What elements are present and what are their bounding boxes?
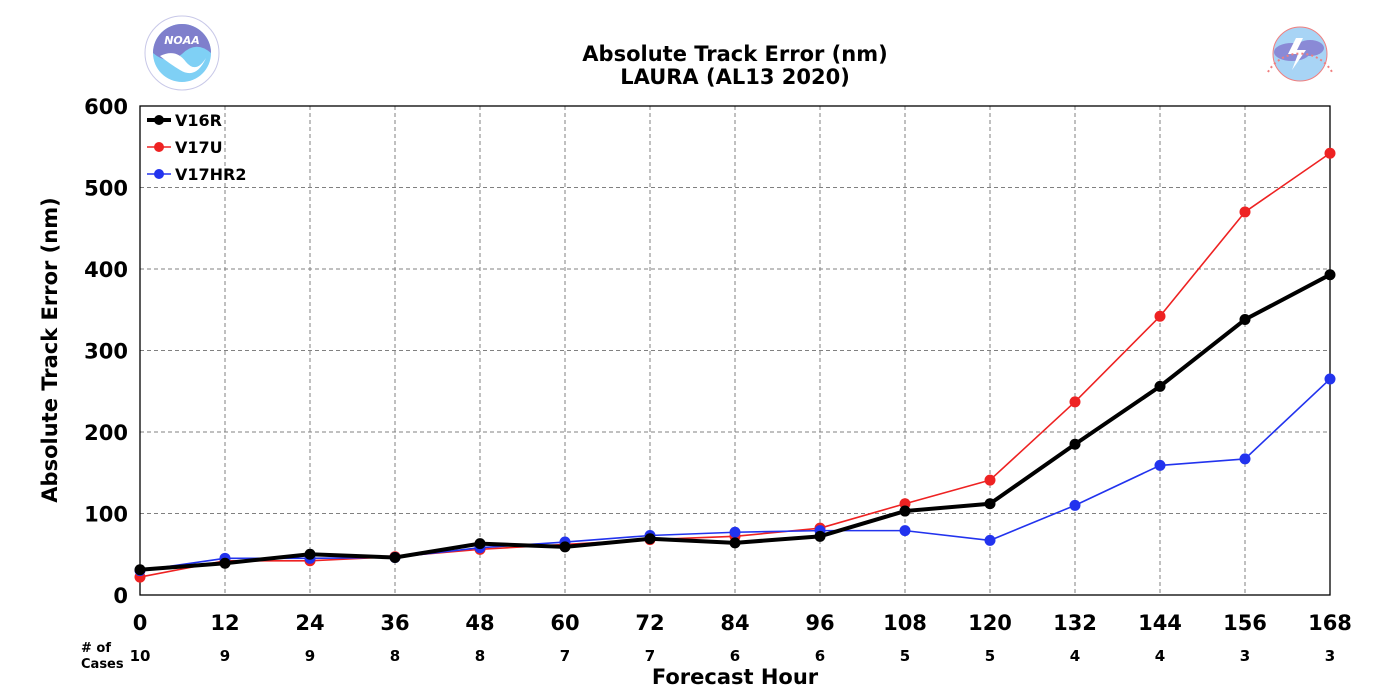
- data-point-v16r: [559, 541, 571, 553]
- data-point-v17hr2: [1069, 499, 1081, 511]
- x-tick-label: 168: [1308, 611, 1352, 635]
- chart-subtitle: LAURA (AL13 2020): [620, 65, 850, 89]
- legend-label-v16r: V16R: [175, 111, 222, 130]
- legend: V16R V17U V17HR2: [147, 111, 247, 184]
- y-tick-label: 100: [84, 503, 128, 527]
- x-tick-label: 36: [380, 611, 409, 635]
- cases-count: 4: [1070, 647, 1080, 665]
- data-point-v17hr2: [1239, 453, 1251, 465]
- legend-marker-v16r: [154, 115, 164, 125]
- data-point-v17hr2: [1154, 459, 1166, 471]
- x-tick-label: 24: [295, 611, 324, 635]
- x-tick-label: 120: [968, 611, 1012, 635]
- data-point-v16r: [304, 548, 316, 560]
- y-tick-label: 400: [84, 258, 128, 282]
- data-point-v16r: [729, 537, 741, 549]
- series-layer: [134, 147, 1336, 583]
- noaa-logo: NOAA: [144, 15, 220, 91]
- x-tick-label: 12: [210, 611, 239, 635]
- data-point-v17u: [1154, 310, 1166, 322]
- cases-count: 10: [130, 647, 151, 665]
- cases-count: 5: [985, 647, 995, 665]
- x-tick-label: 84: [720, 611, 749, 635]
- x-tick-label: 156: [1223, 611, 1267, 635]
- cases-count: 3: [1240, 647, 1250, 665]
- x-tick-label: 96: [805, 611, 834, 635]
- data-point-v17u: [1239, 206, 1251, 218]
- x-tick-label: 132: [1053, 611, 1097, 635]
- cases-count: 8: [475, 647, 485, 665]
- data-point-v16r: [474, 538, 486, 550]
- data-point-v16r: [1239, 314, 1251, 326]
- cases-count: 9: [305, 647, 315, 665]
- cases-count: 5: [900, 647, 910, 665]
- x-tick-label: 48: [465, 611, 494, 635]
- data-point-v17u: [1069, 396, 1081, 408]
- plot-area: 0 12 24 36 48 60 72 84 96 108 120 132 144 156 168 0100…: [84, 95, 1352, 665]
- data-point-v16r: [1069, 438, 1081, 450]
- data-point-v16r: [899, 505, 911, 517]
- data-point-v16r: [219, 557, 231, 569]
- chart-title: Absolute Track Error (nm): [582, 42, 887, 66]
- y-tick-label: 500: [84, 177, 128, 201]
- data-point-v16r: [134, 564, 146, 576]
- x-tick-label: 144: [1138, 611, 1182, 635]
- cases-count: 6: [815, 647, 825, 665]
- y-axis-label: Absolute Track Error (nm): [38, 197, 62, 502]
- y-tick-label: 600: [84, 95, 128, 119]
- plot-frame: [139, 105, 1331, 596]
- data-point-v16r: [984, 498, 996, 510]
- data-point-v16r: [644, 533, 656, 545]
- y-tick-label: 0: [113, 584, 128, 608]
- data-point-v16r: [1324, 269, 1336, 281]
- data-point-v17u: [984, 474, 996, 486]
- data-point-v17u: [1324, 147, 1336, 159]
- cases-count: 3: [1325, 647, 1335, 665]
- x-tick-label: 108: [883, 611, 927, 635]
- data-point-v16r: [814, 530, 826, 542]
- y-ticks: 0 100 200 300 400 500 600: [84, 95, 128, 608]
- x-tick-label: 0: [133, 611, 148, 635]
- data-point-v17hr2: [729, 526, 741, 538]
- y-tick-label: 200: [84, 421, 128, 445]
- data-point-v17hr2: [1324, 373, 1336, 385]
- noaa-logo-text: NOAA: [164, 34, 200, 47]
- nws-logo: [1263, 17, 1337, 91]
- data-point-v16r: [1154, 380, 1166, 392]
- x-tick-label: 60: [550, 611, 579, 635]
- data-point-v17hr2: [899, 525, 911, 537]
- cases-count: 7: [645, 647, 655, 665]
- legend-label-v17hr2: V17HR2: [175, 165, 247, 184]
- x-tick-label: 72: [635, 611, 664, 635]
- cases-count: 9: [220, 647, 230, 665]
- cases-count: 8: [390, 647, 400, 665]
- data-point-v16r: [389, 552, 401, 564]
- legend-marker-v17hr2: [154, 169, 164, 179]
- cases-count: 4: [1155, 647, 1165, 665]
- cases-label-line1: # of: [81, 641, 111, 656]
- grid: [140, 106, 1330, 595]
- data-point-v17hr2: [984, 534, 996, 546]
- legend-label-v17u: V17U: [175, 138, 223, 157]
- x-axis-label: Forecast Hour: [652, 665, 819, 689]
- cases-count: 6: [730, 647, 740, 665]
- cases-row: 10 9 9 8 8 7 7 6 6 5 5 4 4 3 3: [130, 647, 1336, 665]
- legend-marker-v17u: [154, 142, 164, 152]
- x-ticks: 0 12 24 36 48 60 72 84 96 108 120 132 144 156 168: [133, 611, 1352, 635]
- cases-count: 7: [560, 647, 570, 665]
- cases-label-line2: Cases: [81, 657, 124, 672]
- y-tick-label: 300: [84, 340, 128, 364]
